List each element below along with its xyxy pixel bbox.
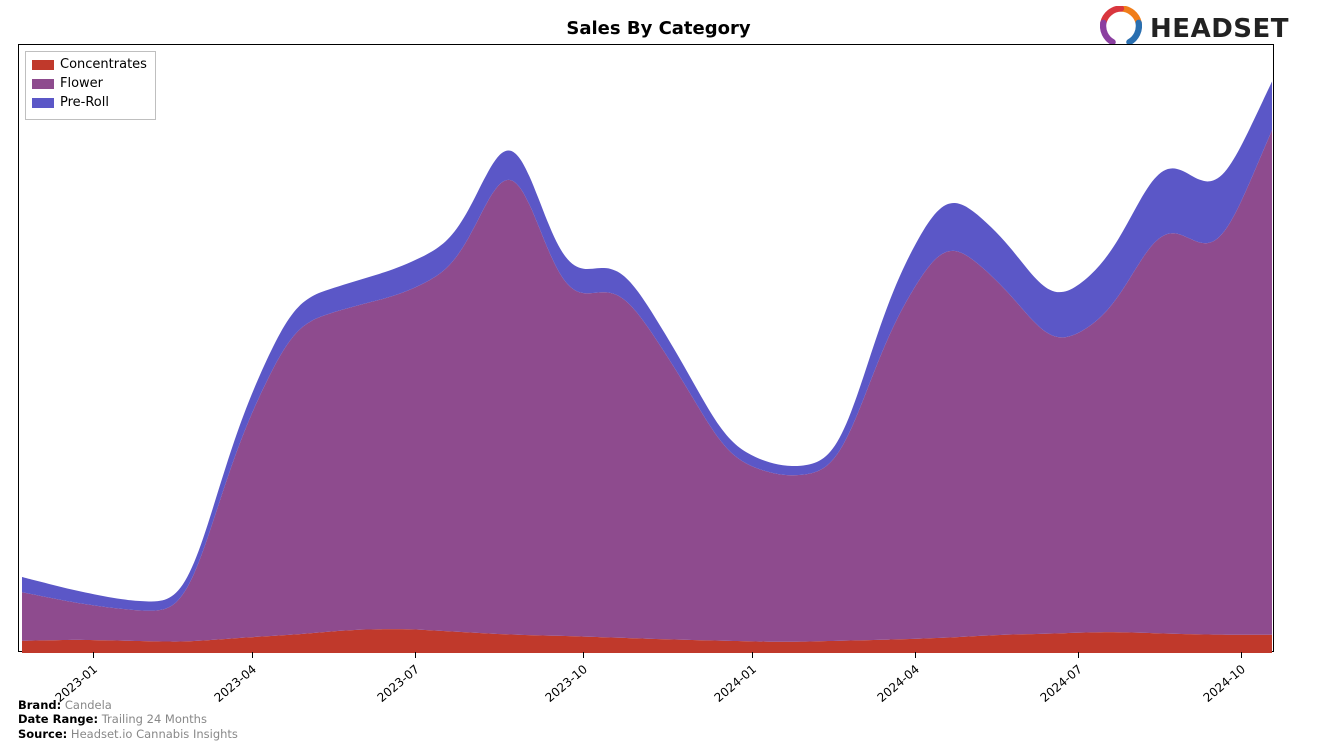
x-tick-mark: [1241, 652, 1242, 658]
legend-label: Pre-Roll: [60, 94, 109, 113]
area-flower: [22, 130, 1272, 642]
legend-item-concentrates: Concentrates: [32, 56, 147, 75]
legend-swatch: [32, 79, 54, 89]
x-tick-mark: [1078, 652, 1079, 658]
legend-label: Flower: [60, 75, 103, 94]
x-tick-label: 2023-07: [374, 662, 421, 705]
legend-swatch: [32, 60, 54, 70]
stacked-area-svg: [19, 45, 1275, 653]
x-tick-mark: [252, 652, 253, 658]
x-tick-mark: [752, 652, 753, 658]
meta-source-value: Headset.io Cannabis Insights: [71, 727, 238, 741]
meta-brand: Brand: Candela: [18, 698, 238, 712]
legend-label: Concentrates: [60, 56, 147, 75]
x-tick-label: 2024-04: [874, 662, 921, 705]
legend-swatch: [32, 98, 54, 108]
meta-source-label: Source:: [18, 727, 67, 741]
meta-brand-value: Candela: [65, 698, 112, 712]
legend: ConcentratesFlowerPre-Roll: [25, 51, 156, 120]
x-tick-mark: [583, 652, 584, 658]
meta-block: Brand: Candela Date Range: Trailing 24 M…: [18, 698, 238, 741]
x-tick-mark: [915, 652, 916, 658]
x-tick-label: 2024-01: [711, 662, 758, 705]
meta-date-value: Trailing 24 Months: [102, 712, 207, 726]
x-tick-mark: [93, 652, 94, 658]
x-tick-mark: [415, 652, 416, 658]
plot-area: ConcentratesFlowerPre-Roll: [18, 44, 1274, 652]
headset-logo-text: HEADSET: [1150, 14, 1289, 44]
x-tick-label: 2024-10: [1201, 662, 1248, 705]
x-tick-label: 2024-07: [1038, 662, 1085, 705]
meta-brand-label: Brand:: [18, 698, 61, 712]
legend-item-flower: Flower: [32, 75, 147, 94]
meta-source: Source: Headset.io Cannabis Insights: [18, 727, 238, 741]
chart-container: Sales By Category HEADSET ConcentratesFl…: [0, 0, 1317, 747]
legend-item-pre-roll: Pre-Roll: [32, 94, 147, 113]
meta-date-label: Date Range:: [18, 712, 98, 726]
meta-date: Date Range: Trailing 24 Months: [18, 712, 238, 726]
x-tick-label: 2023-10: [543, 662, 590, 705]
